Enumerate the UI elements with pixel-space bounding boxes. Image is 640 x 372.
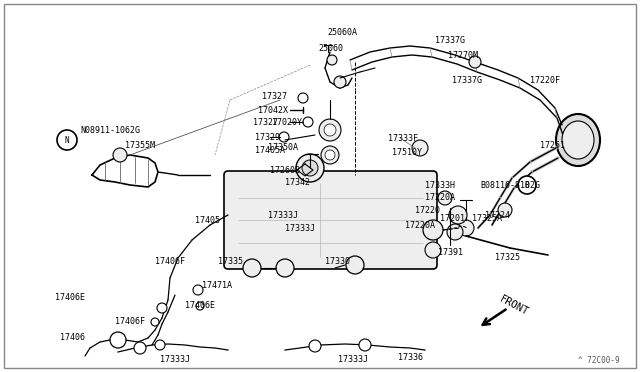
Circle shape	[325, 150, 335, 160]
Circle shape	[346, 256, 364, 274]
Text: 17391: 17391	[438, 247, 463, 257]
Circle shape	[196, 302, 204, 310]
Circle shape	[134, 342, 146, 354]
Text: 17220A: 17220A	[425, 192, 455, 202]
Text: B: B	[525, 180, 529, 189]
Circle shape	[412, 140, 428, 156]
Text: 17337G: 17337G	[452, 76, 482, 84]
Circle shape	[155, 340, 165, 350]
Circle shape	[296, 154, 324, 182]
Text: 17406E: 17406E	[55, 294, 85, 302]
Circle shape	[438, 191, 452, 205]
Circle shape	[113, 148, 127, 162]
Text: 17342: 17342	[285, 177, 310, 186]
Circle shape	[359, 339, 371, 351]
Text: 17330: 17330	[325, 257, 350, 266]
Circle shape	[243, 259, 261, 277]
FancyBboxPatch shape	[224, 171, 437, 269]
Circle shape	[110, 332, 126, 348]
Text: 17350A: 17350A	[268, 142, 298, 151]
Circle shape	[279, 132, 289, 142]
Circle shape	[157, 303, 167, 313]
Circle shape	[425, 242, 441, 258]
Circle shape	[302, 160, 318, 176]
Text: 17406E: 17406E	[185, 301, 215, 310]
Circle shape	[303, 117, 313, 127]
Circle shape	[498, 203, 512, 217]
Text: 17260B: 17260B	[270, 166, 300, 174]
Text: 17220F: 17220F	[530, 76, 560, 84]
Text: 17251: 17251	[540, 141, 565, 150]
Circle shape	[334, 76, 346, 88]
Text: 17405: 17405	[195, 215, 220, 224]
Text: 17405A: 17405A	[255, 145, 285, 154]
Circle shape	[447, 224, 463, 240]
Text: 17406F: 17406F	[155, 257, 185, 266]
Circle shape	[458, 220, 474, 236]
Circle shape	[298, 93, 308, 103]
Ellipse shape	[562, 121, 594, 159]
Text: 17270M: 17270M	[448, 51, 478, 60]
Text: 17337G: 17337G	[435, 35, 465, 45]
Text: FRONT: FRONT	[498, 294, 531, 318]
Text: 17325A: 17325A	[472, 214, 502, 222]
Circle shape	[324, 124, 336, 136]
Circle shape	[151, 318, 159, 326]
Text: 17333F: 17333F	[388, 134, 418, 142]
Text: 17042X: 17042X	[258, 106, 288, 115]
Circle shape	[193, 285, 203, 295]
Text: 17471A: 17471A	[202, 280, 232, 289]
Text: 17224: 17224	[485, 211, 510, 219]
Ellipse shape	[556, 114, 600, 166]
Text: N08911-1062G: N08911-1062G	[80, 125, 140, 135]
Circle shape	[518, 176, 536, 194]
Circle shape	[276, 259, 294, 277]
Text: 17327: 17327	[253, 118, 278, 126]
Text: 17406: 17406	[60, 334, 85, 343]
Circle shape	[327, 55, 337, 65]
Text: 17333J: 17333J	[338, 356, 368, 365]
Text: 17220A: 17220A	[405, 221, 435, 230]
Text: N: N	[65, 135, 69, 144]
Text: 17329: 17329	[255, 132, 280, 141]
Text: 17335: 17335	[218, 257, 243, 266]
Text: 25060A: 25060A	[327, 28, 357, 36]
Text: 17510Y: 17510Y	[392, 148, 422, 157]
Circle shape	[469, 56, 481, 68]
Text: 17220: 17220	[415, 205, 440, 215]
Text: 17333H: 17333H	[425, 180, 455, 189]
Circle shape	[319, 119, 341, 141]
Text: 17325: 17325	[495, 253, 520, 263]
Text: 17336: 17336	[398, 353, 423, 362]
Text: 17201: 17201	[440, 214, 465, 222]
Text: 17333J: 17333J	[268, 211, 298, 219]
Text: 17020Y: 17020Y	[272, 118, 302, 126]
Text: ^ 72C00-9: ^ 72C00-9	[579, 356, 620, 365]
Circle shape	[423, 220, 443, 240]
Circle shape	[309, 340, 321, 352]
Text: 17406F: 17406F	[115, 317, 145, 327]
Text: 17333J: 17333J	[160, 356, 190, 365]
Text: 17355M: 17355M	[125, 141, 155, 150]
Text: 17333J: 17333J	[285, 224, 315, 232]
Text: 17327: 17327	[262, 92, 287, 100]
Circle shape	[449, 206, 467, 224]
Circle shape	[321, 146, 339, 164]
Circle shape	[57, 130, 77, 150]
Text: B08116-8102G: B08116-8102G	[480, 180, 540, 189]
Text: 25060: 25060	[318, 44, 343, 52]
